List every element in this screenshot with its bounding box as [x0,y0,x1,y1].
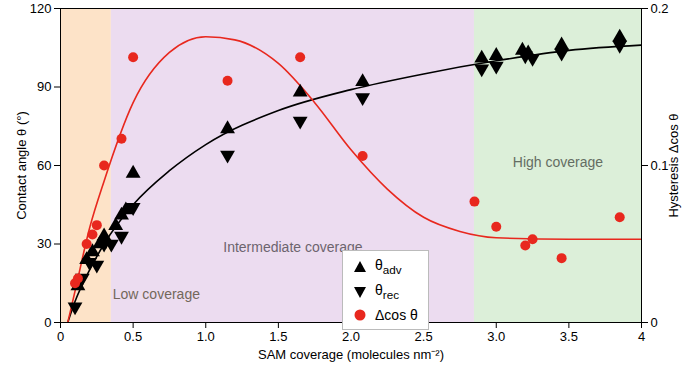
svg-text:1.5: 1.5 [269,329,287,344]
svg-text:Low coverage: Low coverage [113,286,200,302]
svg-text:30: 30 [37,236,51,251]
html-text:θadv: θadv [375,257,402,276]
svg-text:Contact angle θ (°): Contact angle θ (°) [14,111,29,220]
svg-text:Intermediate coverage: Intermediate coverage [223,238,363,255]
html-text:θrec: θrec [375,281,399,301]
svg-text:60: 60 [37,158,51,173]
svg-text:SAM coverage (molecules nm⁻²): SAM coverage (molecules nm⁻²) [258,347,444,362]
svg-text:0: 0 [44,315,51,330]
svg-text:3.0: 3.0 [487,329,505,344]
svg-text:High coverage: High coverage [513,154,603,170]
svg-text:4: 4 [638,329,645,344]
svg-text:2.0: 2.0 [342,329,360,344]
svg-text:0.2: 0.2 [651,1,669,16]
svg-text:Hysteresis Δcos θ: Hysteresis Δcos θ [666,113,681,217]
svg-text:90: 90 [37,79,51,94]
svg-text:2.5: 2.5 [415,329,433,344]
svg-text:0: 0 [651,315,658,330]
svg-text:0: 0 [57,329,64,344]
svg-text:3.5: 3.5 [560,329,578,344]
svg-text:0.1: 0.1 [650,157,669,173]
svg-text:0.5: 0.5 [124,329,142,344]
svg-text:1.0: 1.0 [197,329,215,344]
html-text:Δcos θ: Δcos θ [375,306,418,323]
svg-text:120: 120 [30,1,52,16]
